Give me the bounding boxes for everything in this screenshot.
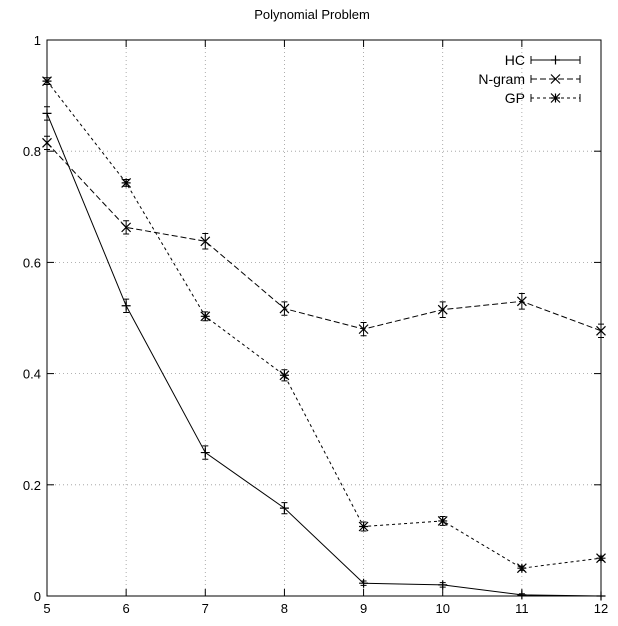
x-tick-label: 12	[594, 601, 608, 616]
grid	[47, 40, 601, 596]
data-point	[437, 516, 448, 526]
data-point	[200, 236, 211, 247]
data-point	[279, 370, 290, 381]
legend-label: GP	[505, 90, 525, 106]
plot-frame	[46, 39, 602, 597]
data-point	[358, 324, 369, 335]
x-tick-label: 8	[281, 601, 288, 616]
y-tick-label: 1	[34, 33, 41, 48]
y-tick-label: 0.6	[23, 255, 41, 270]
legend-item: N-gram	[478, 71, 581, 87]
legend-label: HC	[505, 52, 525, 68]
series-line	[46, 80, 602, 569]
series-hc	[42, 106, 606, 601]
series-line	[46, 113, 602, 597]
data-point	[279, 503, 289, 513]
legend: HC N-gram GP	[478, 52, 581, 106]
x-tick-label: 10	[435, 601, 449, 616]
y-tick-label: 0	[34, 589, 41, 604]
y-tick-label: 0.2	[23, 478, 41, 493]
data-point	[121, 177, 132, 188]
data-point	[359, 578, 369, 588]
data-point	[516, 563, 527, 574]
series-line	[46, 142, 602, 332]
legend-marker	[550, 74, 561, 84]
x-tick-label: 11	[515, 601, 529, 616]
x-tick-label: 7	[202, 601, 209, 616]
x-tick-label: 6	[123, 601, 130, 616]
x-axis-ticks: 5 6 7 8 9 10 11 12	[43, 40, 608, 616]
data-point	[516, 296, 527, 307]
x-tick-label: 9	[360, 601, 367, 616]
legend-marker	[550, 93, 561, 103]
data-point	[121, 301, 131, 311]
legend-errorbar-caps	[530, 56, 581, 64]
data-point	[200, 448, 210, 458]
series-group	[42, 76, 606, 601]
legend-label: N-gram	[478, 71, 525, 87]
data-point	[358, 521, 369, 532]
data-point	[517, 590, 527, 600]
data-point	[279, 303, 290, 314]
legend-errorbar-caps	[530, 75, 581, 83]
y-tick-label: 0.8	[23, 144, 41, 159]
x-tick-label: 5	[43, 601, 50, 616]
legend-item: HC	[505, 52, 581, 68]
data-point	[438, 580, 448, 590]
chart-title: Polynomial Problem	[254, 7, 370, 22]
y-tick-label: 0.4	[23, 367, 41, 382]
data-point	[200, 311, 211, 322]
data-point	[437, 304, 448, 315]
legend-marker	[551, 55, 560, 65]
y-axis-ticks: 0 0.2 0.4 0.6 0.8 1	[23, 33, 601, 604]
data-point	[121, 222, 132, 233]
legend-errorbar-caps	[530, 94, 581, 102]
legend-item: GP	[505, 90, 581, 106]
series-n-gram	[42, 135, 606, 338]
